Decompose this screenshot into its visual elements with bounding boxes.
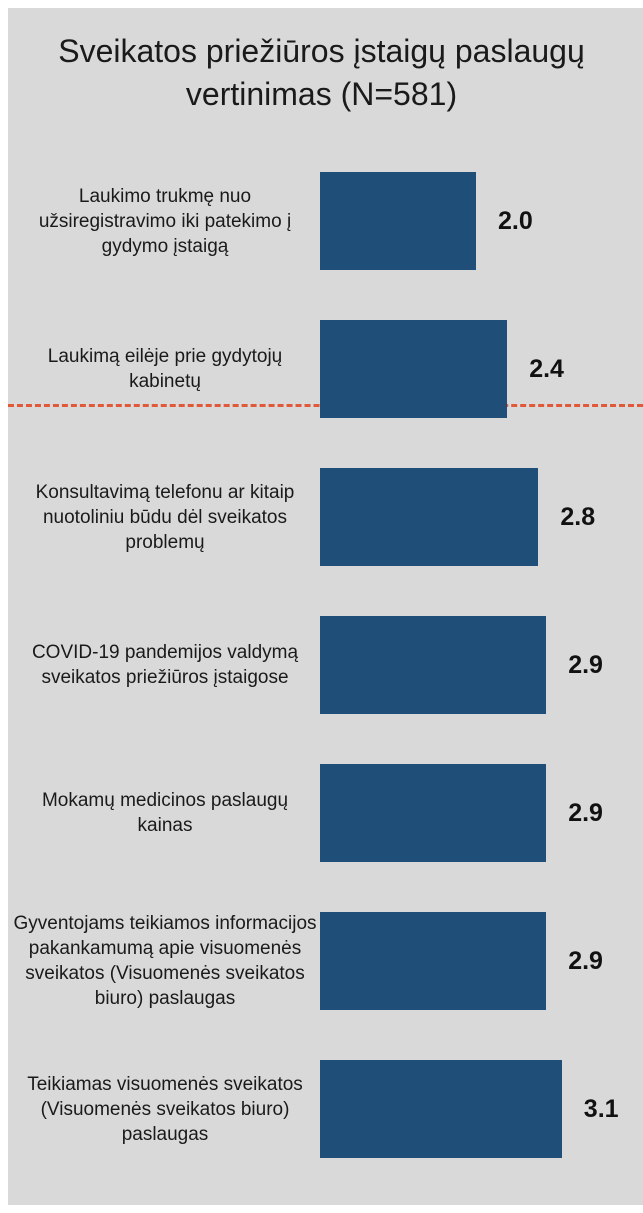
category-label: COVID-19 pandemijos valdymą sveikatos pr… xyxy=(31,642,299,688)
category-label: Konsultavimą telefonu ar kitaip nuotolin… xyxy=(35,481,295,553)
bar xyxy=(320,764,547,862)
value-label: 2.9 xyxy=(568,946,603,975)
bar xyxy=(320,616,547,714)
value-label: 2.9 xyxy=(568,798,603,827)
category-label: Laukimo trukmę nuo užsiregistravimo iki … xyxy=(38,185,292,257)
bar xyxy=(320,172,476,270)
chart-title: Sveikatos priežiūros įstaigų paslaugų ve… xyxy=(58,33,585,112)
value-label: 2.0 xyxy=(498,206,533,235)
category-label: Mokamų medicinos paslaugų kainas xyxy=(41,790,289,836)
category-label: Teikiamas visuomenės sveikatos (Visuomen… xyxy=(27,1073,303,1145)
value-label: 3.1 xyxy=(583,1094,619,1123)
value-label: 2.8 xyxy=(560,502,596,531)
category-label: Gyventojams teikiamos informacijos pakan… xyxy=(13,913,317,1009)
bar xyxy=(320,468,539,566)
bar xyxy=(320,912,547,1010)
bar xyxy=(320,320,508,418)
bar xyxy=(320,1060,562,1158)
value-label: 2.9 xyxy=(568,650,603,679)
category-label: Laukimą eilėje prie gydytojų kabinetų xyxy=(47,346,283,392)
value-label: 2.4 xyxy=(529,354,564,383)
